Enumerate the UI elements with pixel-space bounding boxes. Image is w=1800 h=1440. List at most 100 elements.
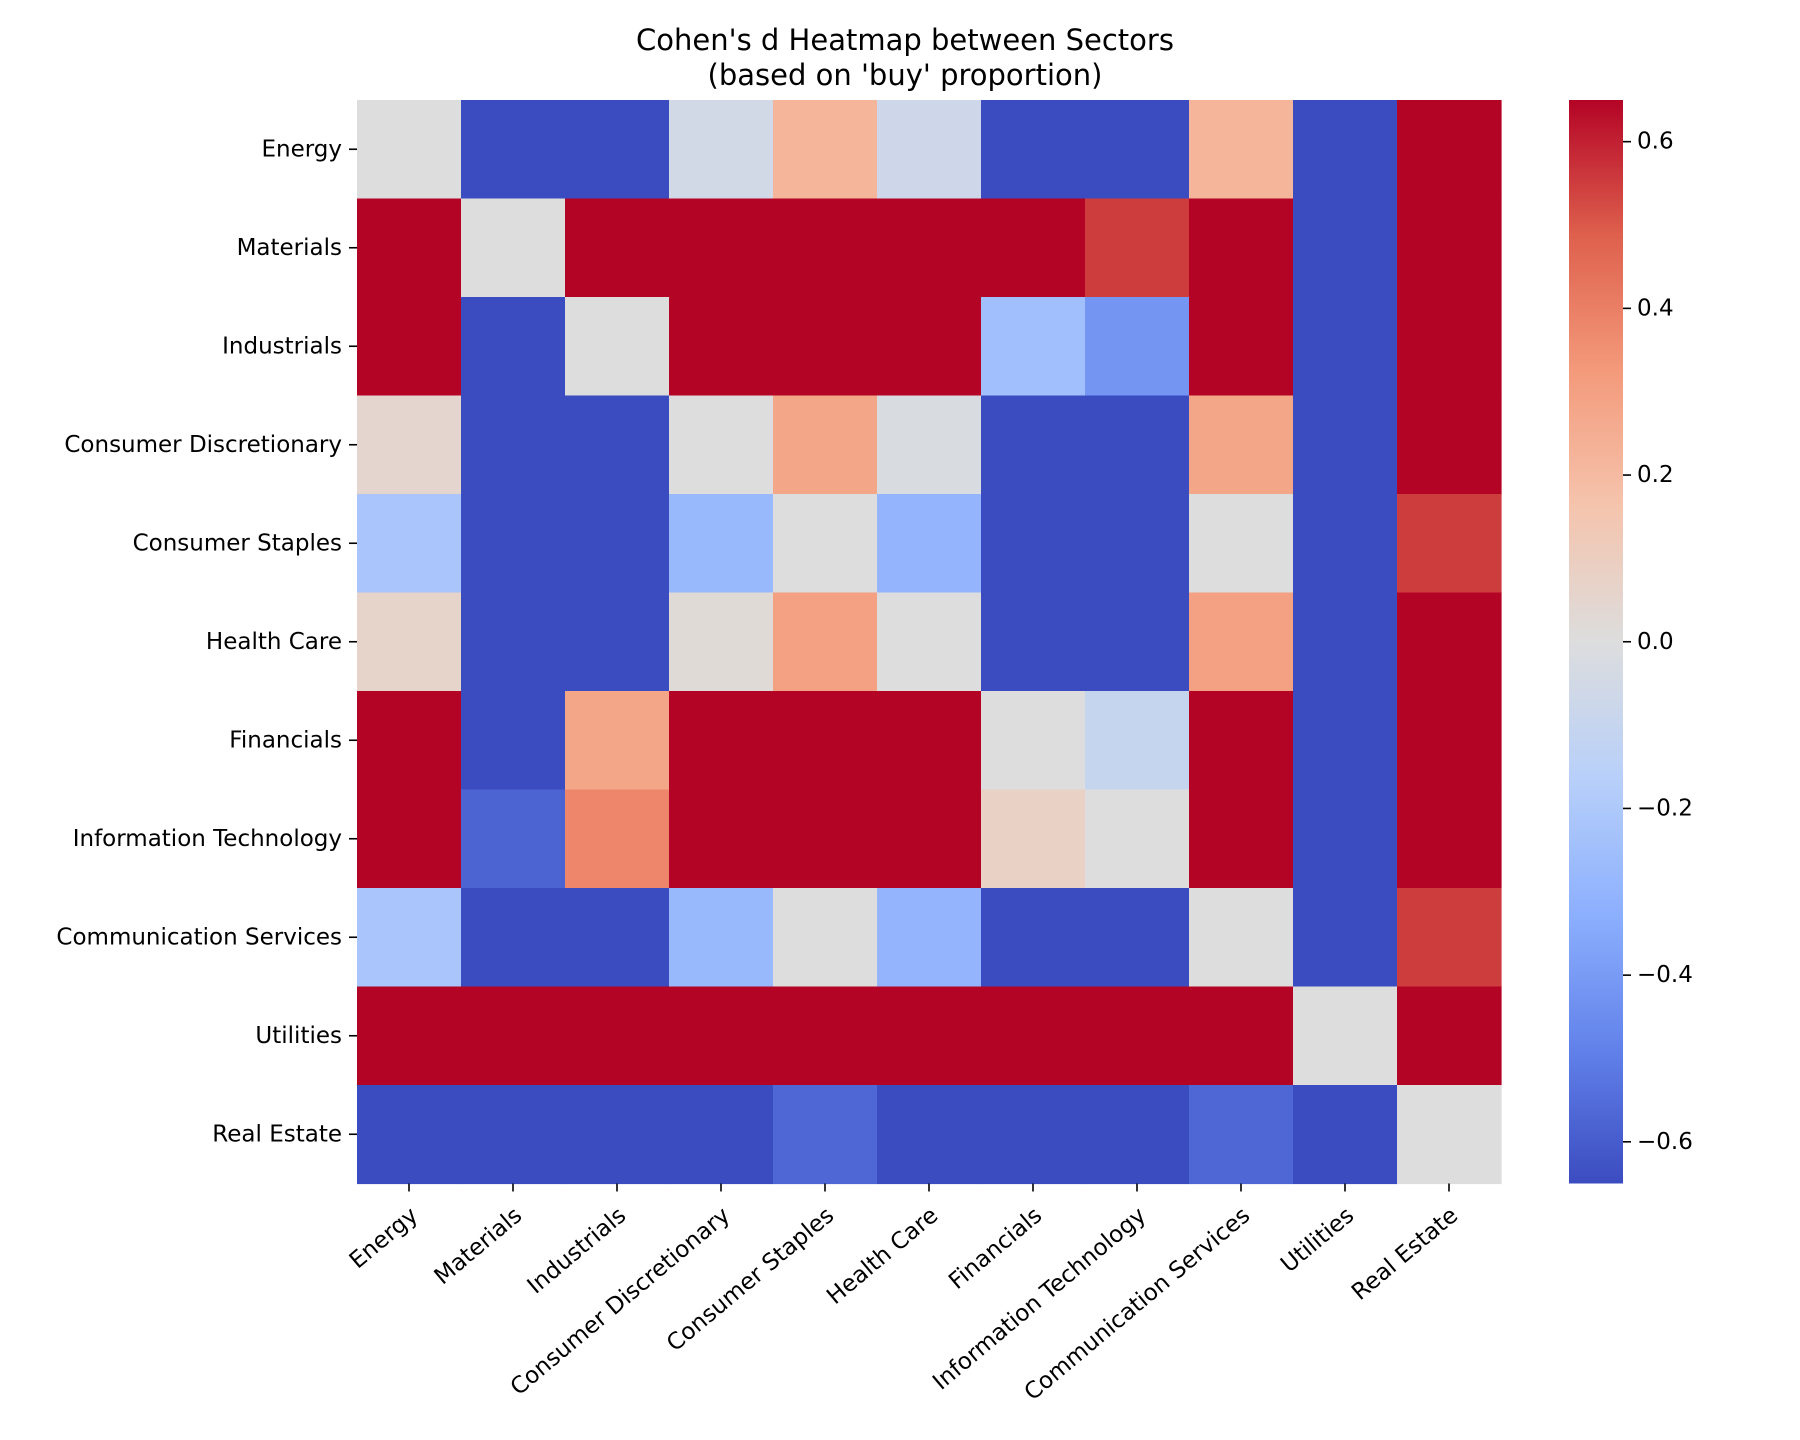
heatmap-cell <box>357 691 462 791</box>
heatmap-cell <box>773 198 878 298</box>
row-tick-labels: Energy Materials Industrials Consumer Discr… <box>56 136 357 1147</box>
row-tick-label: Utilities <box>255 1023 342 1049</box>
heatmap-cell <box>669 100 774 200</box>
colorbar-tick-label: −0.6 <box>1637 1129 1693 1155</box>
heatmap-cell <box>669 297 774 397</box>
heatmap-cell <box>773 592 878 692</box>
heatmap-cell <box>1397 986 1502 1086</box>
heatmap-cell <box>773 297 878 397</box>
heatmap-cell <box>1189 198 1294 298</box>
colorbar <box>1569 100 1623 1184</box>
heatmap-cell <box>1293 1085 1398 1185</box>
heatmap-cell <box>565 986 670 1086</box>
heatmap-cell <box>773 494 878 594</box>
heatmap-cell <box>1397 198 1502 298</box>
heatmap-cell <box>669 592 774 692</box>
heatmap-cell <box>461 789 566 889</box>
heatmap-cell <box>565 395 670 495</box>
heatmap-cell <box>877 198 982 298</box>
heatmap-cell <box>877 691 982 791</box>
column-tick-label: Health Care <box>822 1202 943 1309</box>
colorbar-ticks: 0.6 0.4 0.2 0.0 −0.2 −0.4 −0.6 <box>1623 129 1693 1155</box>
heatmap-cell <box>981 691 1086 791</box>
row-tick-label: Communication Services <box>56 924 342 950</box>
heatmap-cell <box>1397 592 1502 692</box>
column-tick-label: Utilities <box>1276 1202 1359 1278</box>
heatmap-cell <box>565 592 670 692</box>
heatmap-cell <box>461 395 566 495</box>
heatmap-cell <box>669 986 774 1086</box>
heatmap-cell <box>1085 100 1190 200</box>
row-tick-label: Materials <box>237 235 342 261</box>
chart-title: Cohen's d Heatmap between Sectors <box>636 23 1174 57</box>
heatmap-cell <box>773 100 878 200</box>
column-tick-label: Information Technology <box>928 1202 1151 1395</box>
heatmap-cell <box>877 888 982 988</box>
heatmap-cell <box>1085 198 1190 298</box>
heatmap-cell <box>1085 494 1190 594</box>
heatmap-cell <box>1189 100 1294 200</box>
heatmap-cell <box>461 1085 566 1185</box>
row-tick-label: Financials <box>229 727 342 753</box>
heatmap-cell <box>1397 1085 1502 1185</box>
heatmap-cells <box>357 100 1502 1185</box>
row-tick-label: Real Estate <box>212 1121 342 1147</box>
heatmap-cell <box>565 494 670 594</box>
heatmap-cell <box>565 789 670 889</box>
colorbar-tick-label: 0.0 <box>1637 629 1674 655</box>
row-tick-label: Industrials <box>222 333 342 359</box>
heatmap-cell <box>877 789 982 889</box>
heatmap-cell <box>357 1085 462 1185</box>
heatmap-cell <box>1293 986 1398 1086</box>
heatmap-cell <box>877 1085 982 1185</box>
heatmap-cell <box>1397 789 1502 889</box>
heatmap-cell <box>1085 789 1190 889</box>
heatmap-cell <box>773 395 878 495</box>
heatmap-cell <box>1189 297 1294 397</box>
heatmap-cell <box>357 494 462 594</box>
heatmap-cell <box>981 297 1086 397</box>
heatmap-cell <box>1397 297 1502 397</box>
heatmap-cell <box>877 592 982 692</box>
heatmap-cell <box>565 198 670 298</box>
heatmap-cell <box>1397 888 1502 988</box>
heatmap-cell <box>1397 100 1502 200</box>
heatmap-cell <box>877 297 982 397</box>
heatmap-cell <box>1397 395 1502 495</box>
row-tick-label: Consumer Discretionary <box>64 432 342 458</box>
row-tick-label: Consumer Staples <box>133 530 342 556</box>
column-tick-label: Energy <box>345 1202 423 1274</box>
heatmap-cell <box>773 1085 878 1185</box>
heatmap-cell <box>1189 592 1294 692</box>
heatmap-cell <box>565 888 670 988</box>
colorbar-tick-label: 0.6 <box>1637 129 1674 155</box>
colorbar-tick-label: 0.2 <box>1637 462 1674 488</box>
heatmap-cell <box>669 789 774 889</box>
heatmap-cell <box>357 395 462 495</box>
heatmap-cell <box>669 691 774 791</box>
heatmap-cell <box>357 888 462 988</box>
heatmap-cell <box>877 494 982 594</box>
row-tick-label: Health Care <box>206 629 342 655</box>
row-tick-label: Information Technology <box>73 826 342 852</box>
heatmap-cell <box>981 1085 1086 1185</box>
heatmap-cell <box>1085 986 1190 1086</box>
heatmap-cell <box>565 1085 670 1185</box>
heatmap-cell <box>877 100 982 200</box>
column-tick-label: Financials <box>944 1202 1047 1294</box>
heatmap-cell <box>1293 888 1398 988</box>
heatmap-cell <box>461 297 566 397</box>
heatmap-cell <box>773 986 878 1086</box>
chart-subtitle: (based on 'buy' proportion) <box>708 58 1103 92</box>
heatmap-cell <box>1397 494 1502 594</box>
heatmap-cell <box>1293 395 1398 495</box>
heatmap-cell <box>1293 100 1398 200</box>
heatmap-cell <box>981 789 1086 889</box>
heatmap-cell <box>565 100 670 200</box>
heatmap-cell <box>357 986 462 1086</box>
heatmap-cell <box>1189 1085 1294 1185</box>
heatmap-cell <box>461 691 566 791</box>
column-tick-label: Consumer Staples <box>662 1202 839 1357</box>
heatmap-cell <box>773 888 878 988</box>
